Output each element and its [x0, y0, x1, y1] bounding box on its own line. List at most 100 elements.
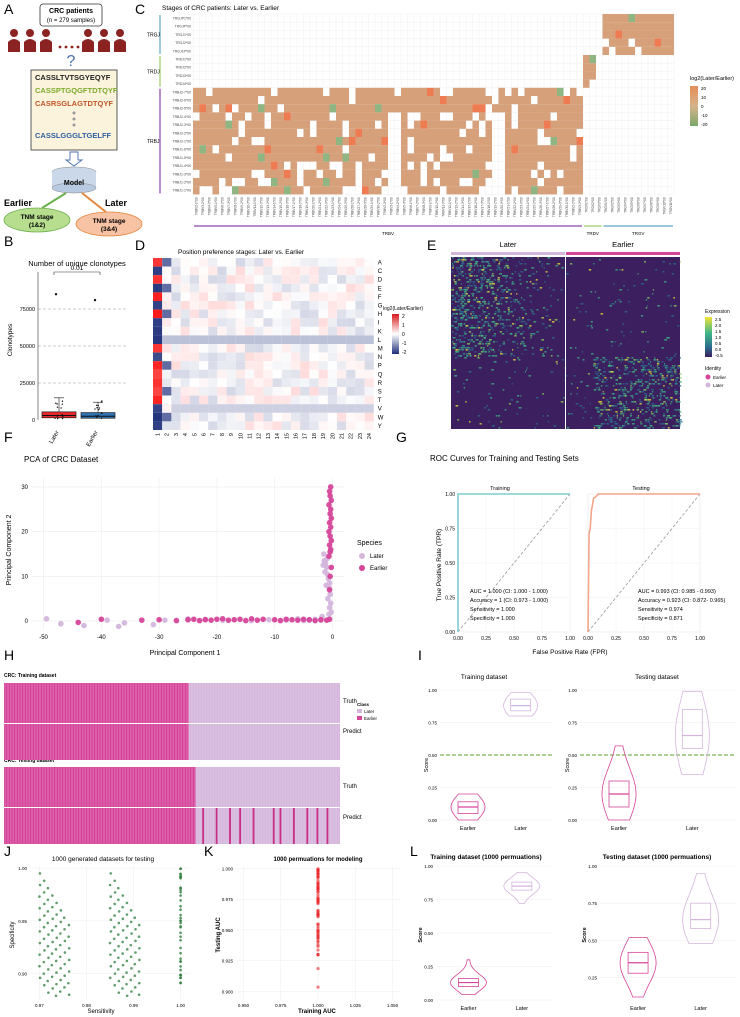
- g-stat-text: Sensitivity = 0.974: [638, 607, 683, 613]
- j-point: [50, 952, 54, 955]
- c-col-label: TRBV16-3*00: [286, 197, 290, 217]
- e-cell: [595, 367, 598, 369]
- e-cell: [557, 263, 561, 265]
- e-cell: [678, 365, 681, 367]
- d-cell: [226, 283, 236, 293]
- j-point: [134, 939, 137, 943]
- e-cell: [472, 341, 475, 343]
- e-cell: [478, 315, 482, 317]
- f-point-earlier: [327, 510, 333, 517]
- violin-shape: [503, 692, 538, 717]
- e-cell: [476, 299, 479, 301]
- c-col-label: TRGV10*00: [663, 197, 667, 214]
- e-cell: [675, 391, 679, 393]
- e-cell: [464, 289, 468, 291]
- d-cell: [153, 326, 163, 336]
- e-cell: [542, 393, 545, 395]
- c-cell: [479, 153, 486, 162]
- c-cell: [232, 161, 239, 170]
- d-cell: [346, 387, 356, 396]
- e-cell: [502, 323, 504, 325]
- e-cell: [672, 367, 675, 369]
- g-xtick-label: 0.00: [453, 636, 463, 642]
- k-point: [316, 914, 320, 918]
- d-cell: [180, 309, 190, 319]
- panel-g-roc: ROC Curves for Training and Testing Sets…: [430, 454, 725, 656]
- e-cell: [479, 303, 482, 305]
- panel-letter-h: H: [4, 647, 14, 663]
- e-cell: [493, 301, 495, 303]
- e-cell: [645, 421, 648, 423]
- d-cell: [254, 421, 264, 430]
- e-cell: [501, 333, 505, 335]
- c-cell: [264, 145, 271, 154]
- c-cell: [219, 104, 226, 113]
- e-cell: [529, 319, 531, 321]
- e-cell: [498, 349, 500, 351]
- e-cell: [467, 295, 470, 297]
- d-cell: [245, 412, 255, 422]
- e-cell: [610, 377, 612, 379]
- d-cell: [180, 326, 190, 336]
- d-cell: [189, 404, 199, 413]
- d-cell: [355, 258, 365, 267]
- e-cell: [629, 415, 632, 417]
- c-cell: [531, 161, 538, 170]
- j-point: [179, 888, 182, 892]
- c-cell: [355, 153, 362, 162]
- e-cell: [462, 299, 464, 301]
- d-cell: [199, 352, 209, 362]
- e-cell: [456, 269, 458, 271]
- d-cell: [189, 318, 199, 327]
- c-cell: [232, 120, 239, 129]
- d-cell: [162, 395, 172, 405]
- j-point: [55, 936, 59, 940]
- c-cell: [446, 169, 453, 178]
- c-cell: [199, 120, 206, 129]
- d-cell: [291, 335, 301, 344]
- d-cell: [272, 301, 282, 310]
- e-cell: [464, 357, 467, 359]
- e-cell: [643, 351, 645, 353]
- e-cell: [615, 269, 618, 271]
- c-col-label: TRBV17-1*00: [292, 197, 296, 217]
- e-cell: [679, 419, 682, 421]
- c-cell: [459, 153, 466, 162]
- e-cell: [614, 423, 617, 425]
- d-cell: [346, 283, 356, 293]
- c-cell: [485, 120, 492, 129]
- j-point: [179, 908, 182, 912]
- e-cell: [569, 347, 573, 349]
- d-cell: [272, 421, 282, 430]
- d-cell: [364, 412, 374, 422]
- e-cell: [623, 373, 626, 375]
- c-col-label: TRBV27-2*00: [357, 197, 361, 217]
- d-row-label: D: [378, 278, 383, 284]
- b-jitter-point: [61, 400, 64, 402]
- e-cell: [648, 379, 651, 381]
- c-cell: [355, 120, 362, 129]
- e-cell: [635, 393, 639, 395]
- e-cell: [655, 409, 658, 411]
- e-cell: [615, 411, 618, 413]
- c-cell: [290, 161, 297, 170]
- j-point: [179, 899, 182, 902]
- e-cell: [650, 411, 653, 413]
- e-cell: [639, 401, 643, 403]
- e-cell: [514, 335, 517, 337]
- d-cell: [355, 395, 365, 405]
- e-cell: [483, 267, 486, 269]
- d-col-label: 15: [284, 433, 290, 439]
- j-point: [125, 982, 128, 986]
- g-roc-curve: [457, 493, 570, 632]
- c-cell: [316, 104, 323, 113]
- c-cell: [414, 104, 421, 113]
- d-cell: [171, 309, 181, 319]
- c-cell: [544, 128, 551, 137]
- e-cell: [598, 259, 601, 261]
- l-xtick-label: Earlier: [630, 1006, 646, 1012]
- f-point-earlier: [173, 617, 180, 624]
- c-cell: [537, 120, 544, 129]
- c-cell: [232, 145, 239, 154]
- e-cell: [649, 361, 652, 363]
